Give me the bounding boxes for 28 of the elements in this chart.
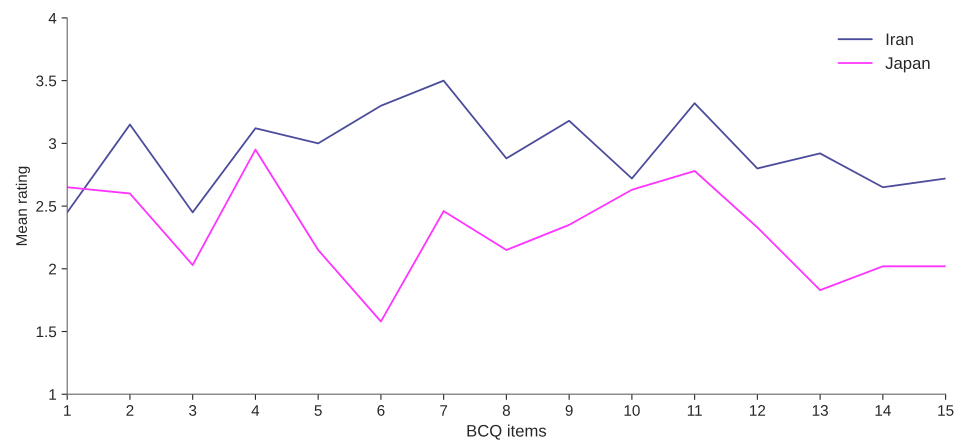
legend-label: Iran xyxy=(886,34,913,46)
x-tick-label: 6 xyxy=(377,405,384,416)
x-tick-label: 2 xyxy=(126,405,134,416)
x-tick-label: 5 xyxy=(314,405,322,416)
x-tick-label: 9 xyxy=(566,405,573,416)
y-tick-label: 1 xyxy=(49,389,56,400)
x-tick-label: 1 xyxy=(64,405,71,416)
x-tick-label: 10 xyxy=(624,405,640,416)
y-tick-label: 4 xyxy=(48,12,56,24)
y-tick-label: 2 xyxy=(49,264,56,274)
x-tick-label: 15 xyxy=(938,405,954,416)
x-tick-label: 13 xyxy=(812,405,828,416)
line-series xyxy=(67,148,946,322)
x-tick-label: 11 xyxy=(688,405,702,416)
y-tick-label: 1.5 xyxy=(36,326,56,338)
legend-label: Japan xyxy=(885,57,930,72)
y-tick-label: 3.5 xyxy=(36,76,56,86)
x-tick-label: 4 xyxy=(252,405,260,416)
x-axis-title: BCQ items xyxy=(467,424,546,440)
x-tick-label: 14 xyxy=(876,405,891,416)
line-series xyxy=(67,80,946,214)
x-tick-label: 12 xyxy=(750,405,766,416)
y-tick-label: 3 xyxy=(48,138,56,150)
x-tick-label: 7 xyxy=(440,405,448,416)
y-tick-label: 2.5 xyxy=(36,200,56,212)
x-tick-label: 3 xyxy=(189,405,196,416)
x-tick-label: 8 xyxy=(502,405,510,416)
y-axis-title: Mean rating xyxy=(16,166,30,246)
